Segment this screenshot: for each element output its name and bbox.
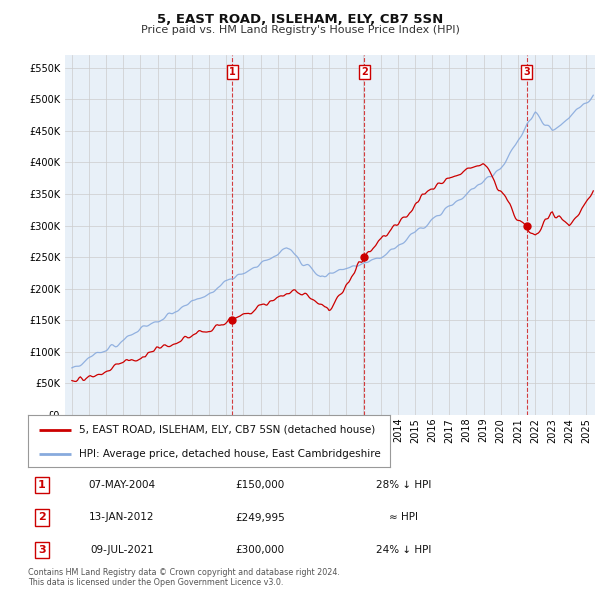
Text: 07-MAY-2004: 07-MAY-2004 <box>88 480 155 490</box>
Text: This data is licensed under the Open Government Licence v3.0.: This data is licensed under the Open Gov… <box>28 578 284 587</box>
Text: 1: 1 <box>38 480 46 490</box>
Text: 28% ↓ HPI: 28% ↓ HPI <box>376 480 431 490</box>
Text: ≈ HPI: ≈ HPI <box>389 513 418 523</box>
Text: 2: 2 <box>361 67 368 77</box>
Text: 24% ↓ HPI: 24% ↓ HPI <box>376 545 431 555</box>
Text: 1: 1 <box>229 67 236 77</box>
Text: HPI: Average price, detached house, East Cambridgeshire: HPI: Average price, detached house, East… <box>79 449 380 459</box>
Text: 5, EAST ROAD, ISLEHAM, ELY, CB7 5SN: 5, EAST ROAD, ISLEHAM, ELY, CB7 5SN <box>157 13 443 26</box>
Text: 2: 2 <box>38 513 46 523</box>
Text: Price paid vs. HM Land Registry's House Price Index (HPI): Price paid vs. HM Land Registry's House … <box>140 25 460 35</box>
Text: Contains HM Land Registry data © Crown copyright and database right 2024.: Contains HM Land Registry data © Crown c… <box>28 568 340 577</box>
Text: 5, EAST ROAD, ISLEHAM, ELY, CB7 5SN (detached house): 5, EAST ROAD, ISLEHAM, ELY, CB7 5SN (det… <box>79 425 375 435</box>
Text: £150,000: £150,000 <box>235 480 284 490</box>
Text: 3: 3 <box>523 67 530 77</box>
Text: £300,000: £300,000 <box>235 545 284 555</box>
Text: 09-JUL-2021: 09-JUL-2021 <box>90 545 154 555</box>
Text: 3: 3 <box>38 545 46 555</box>
Text: £249,995: £249,995 <box>235 513 285 523</box>
Text: 13-JAN-2012: 13-JAN-2012 <box>89 513 155 523</box>
